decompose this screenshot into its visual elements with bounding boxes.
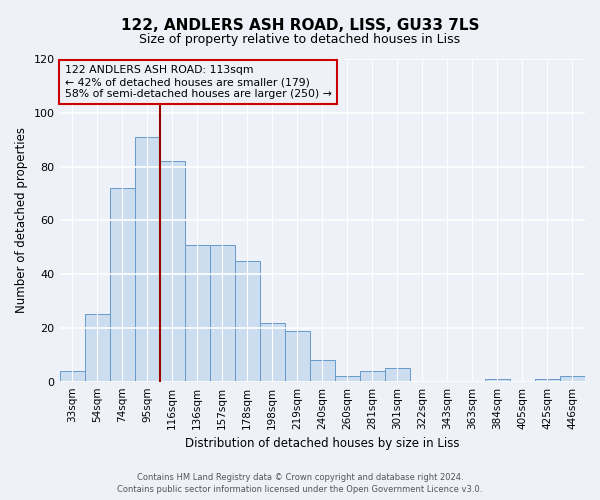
Text: Contains HM Land Registry data © Crown copyright and database right 2024.
Contai: Contains HM Land Registry data © Crown c… [118,473,482,494]
Bar [185,244,209,382]
Bar [235,260,260,382]
Text: 122, ANDLERS ASH ROAD, LISS, GU33 7LS: 122, ANDLERS ASH ROAD, LISS, GU33 7LS [121,18,479,32]
X-axis label: Distribution of detached houses by size in Liss: Distribution of detached houses by size … [185,437,460,450]
Bar [560,376,585,382]
Bar [335,376,360,382]
Bar [209,244,235,382]
Bar [160,161,185,382]
Bar [285,330,310,382]
Text: 122 ANDLERS ASH ROAD: 113sqm
← 42% of detached houses are smaller (179)
58% of s: 122 ANDLERS ASH ROAD: 113sqm ← 42% of de… [65,66,332,98]
Bar [385,368,410,382]
Y-axis label: Number of detached properties: Number of detached properties [15,128,28,314]
Bar [110,188,134,382]
Bar [85,314,110,382]
Text: Size of property relative to detached houses in Liss: Size of property relative to detached ho… [139,32,461,46]
Bar [134,137,160,382]
Bar [485,379,510,382]
Bar [535,379,560,382]
Bar [310,360,335,382]
Bar [59,371,85,382]
Bar [360,371,385,382]
Bar [260,322,285,382]
